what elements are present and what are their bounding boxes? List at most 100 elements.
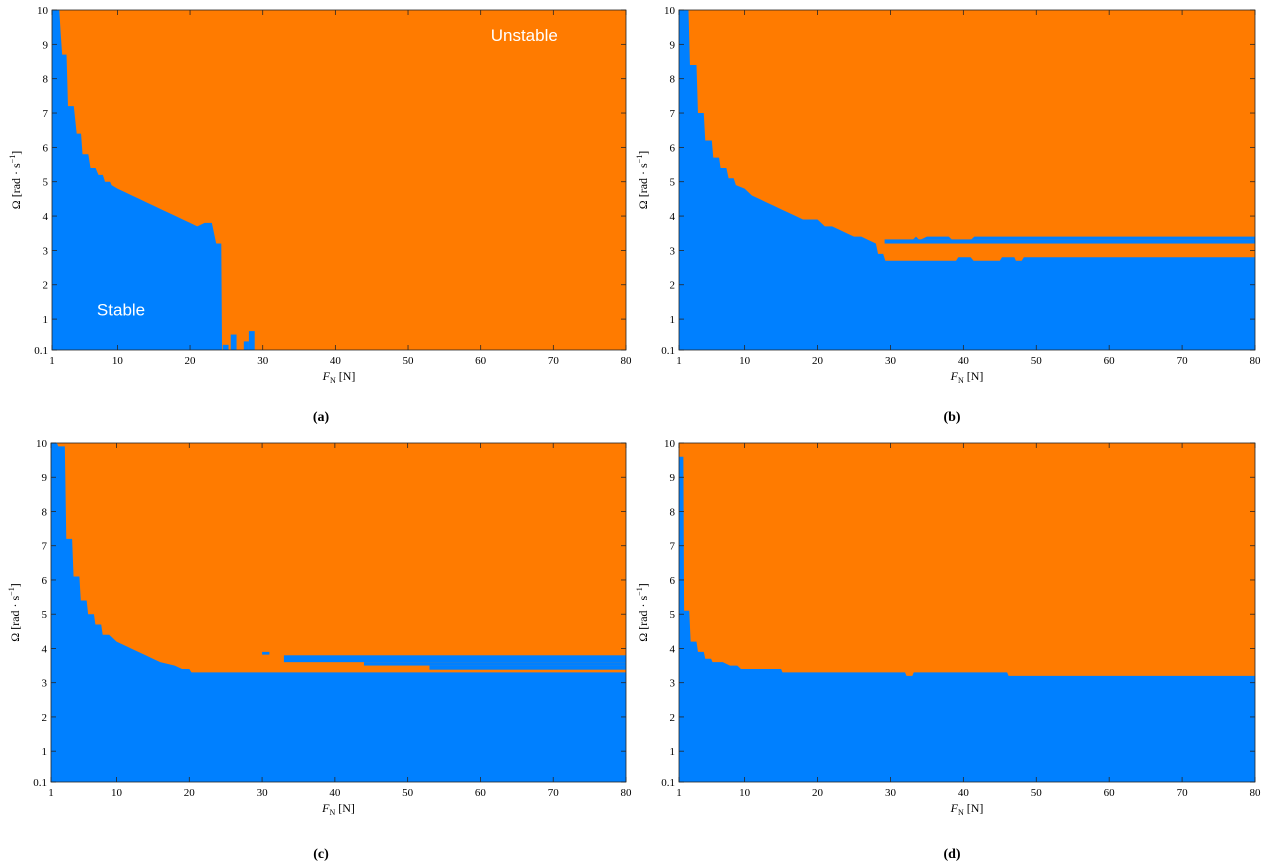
y-tick-label: 4	[670, 643, 676, 655]
y-axis-superscript: −1	[7, 587, 16, 596]
panel-caption: (c)	[313, 847, 329, 862]
stable-island	[429, 665, 626, 670]
x-axis-symbol: F	[322, 369, 331, 383]
stable-region	[51, 443, 626, 782]
stable-region	[679, 456, 1255, 782]
y-tick-label: 10	[37, 5, 49, 17]
x-tick-label: 30	[257, 355, 269, 367]
y-tick-label: 7	[42, 541, 48, 553]
plot-frame	[678, 9, 1256, 351]
y-tick-label: 6	[670, 575, 676, 587]
y-axis-close: ]	[8, 583, 22, 587]
plot-frame	[678, 442, 1256, 783]
panel-caption: (d)	[943, 847, 960, 862]
y-tick-label: 5	[43, 177, 49, 189]
x-tick-label: 40	[958, 787, 970, 799]
unstable-band	[875, 239, 1255, 261]
x-axis-label: FN [N]	[950, 369, 984, 385]
x-axis-subscript: N	[958, 808, 964, 817]
x-tick-label: 70	[1177, 355, 1189, 367]
y-tick-label: 2	[42, 712, 48, 724]
y-tick-label: 4	[43, 211, 49, 223]
x-tick-label: 30	[257, 787, 269, 799]
y-tick-label: 10	[664, 5, 676, 17]
x-axis-symbol: F	[950, 801, 959, 815]
y-tick-label: 4	[670, 211, 676, 223]
y-tick-label: 8	[43, 74, 49, 86]
x-tick-label: 80	[621, 355, 633, 367]
x-tick-label: 1	[49, 355, 55, 367]
y-tick-label: 3	[43, 245, 49, 257]
x-tick-label: 10	[739, 787, 751, 799]
y-axis-label: Ω [rad · s−1]	[635, 583, 650, 641]
x-tick-label: 10	[112, 355, 124, 367]
x-tick-label: 40	[330, 355, 342, 367]
y-tick-label: 5	[670, 609, 676, 621]
y-tick-label: 3	[670, 678, 676, 690]
x-tick-label: 50	[1031, 355, 1043, 367]
stable-island	[230, 334, 237, 350]
x-tick-label: 50	[402, 787, 414, 799]
y-tick-label: 9	[43, 39, 49, 51]
y-tick-label: 2	[43, 280, 49, 292]
stable-island	[884, 239, 1255, 244]
x-tick-label: 60	[1104, 355, 1116, 367]
y-tick-label: 0.1	[33, 777, 47, 789]
stable-island	[262, 651, 270, 655]
y-axis-superscript: −1	[635, 587, 644, 596]
y-tick-label: 2	[670, 280, 676, 292]
x-tick-label: 10	[111, 787, 123, 799]
x-tick-label: 20	[812, 787, 824, 799]
y-tick-label: 10	[664, 438, 676, 450]
y-axis-superscript: −1	[8, 155, 17, 164]
x-axis-symbol: F	[950, 369, 959, 383]
x-tick-label: 40	[329, 787, 341, 799]
y-axis-text: Ω [rad · s	[8, 595, 22, 641]
stable-island	[248, 331, 255, 350]
y-axis-label: Ω [rad · s−1]	[8, 151, 23, 209]
x-axis-subscript: N	[958, 376, 964, 385]
y-tick-label: 2	[670, 712, 676, 724]
x-tick-label: 20	[185, 355, 197, 367]
x-axis-label: FN [N]	[950, 801, 984, 817]
y-axis-close: ]	[636, 583, 650, 587]
x-tick-label: 80	[621, 787, 633, 799]
x-tick-label: 1	[676, 355, 682, 367]
y-tick-label: 6	[42, 575, 48, 587]
x-tick-label: 60	[475, 355, 487, 367]
y-axis-superscript: −1	[635, 155, 644, 164]
x-tick-label: 80	[1250, 787, 1262, 799]
stable-region	[52, 10, 626, 350]
plot-frame	[50, 442, 627, 783]
x-tick-label: 20	[812, 355, 824, 367]
y-tick-label: 8	[42, 506, 48, 518]
stable-island	[283, 655, 626, 663]
y-tick-label: 4	[42, 643, 48, 655]
y-tick-label: 9	[670, 472, 676, 484]
panel-caption: (b)	[943, 410, 960, 425]
y-tick-label: 10	[36, 438, 48, 450]
y-axis-text: Ω [rad · s	[9, 163, 23, 209]
y-axis-label: Ω [rad · s−1]	[7, 583, 22, 641]
x-tick-label: 70	[548, 787, 560, 799]
x-tick-label: 60	[1104, 787, 1116, 799]
y-tick-label: 0.1	[661, 345, 675, 357]
x-axis-label: FN [N]	[322, 369, 356, 385]
x-tick-label: 50	[1031, 787, 1043, 799]
panel-caption: (a)	[313, 410, 330, 425]
y-tick-label: 1	[670, 746, 676, 758]
y-axis-close: ]	[9, 151, 23, 155]
x-axis-label: FN [N]	[321, 801, 355, 817]
y-tick-label: 0.1	[661, 777, 675, 789]
y-tick-label: 1	[670, 314, 676, 326]
y-tick-label: 8	[670, 506, 676, 518]
stable-region	[679, 10, 1255, 350]
y-tick-label: 1	[43, 314, 49, 326]
x-axis-symbol: F	[321, 801, 330, 815]
y-tick-label: 1	[42, 746, 48, 758]
y-tick-label: 6	[43, 142, 49, 154]
y-tick-label: 3	[670, 245, 676, 257]
